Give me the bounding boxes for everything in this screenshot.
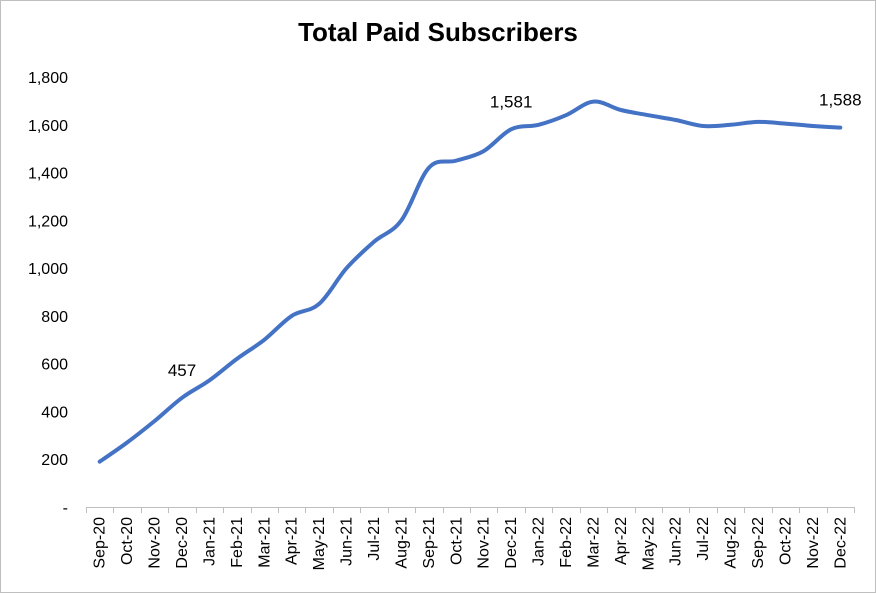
- data-point: [125, 441, 129, 445]
- x-tick-label: Oct-20: [119, 517, 136, 565]
- x-tick-label: Sep-20: [92, 517, 109, 569]
- x-tick-label: Apr-22: [613, 517, 630, 565]
- x-tick-label: Aug-21: [393, 517, 410, 569]
- data-point: [317, 302, 321, 306]
- data-point: [838, 126, 842, 130]
- data-point: [207, 378, 211, 382]
- data-label: 1,588: [819, 91, 862, 110]
- y-tick-label: 200: [41, 452, 68, 469]
- data-point: [180, 396, 184, 400]
- data-point: [399, 218, 403, 222]
- x-tick-label: Oct-21: [448, 517, 465, 565]
- data-point: [153, 419, 157, 423]
- x-tick-label: Dec-21: [503, 517, 520, 569]
- data-point: [262, 338, 266, 342]
- data-point: [427, 166, 431, 170]
- data-point: [646, 113, 650, 117]
- data-point: [564, 113, 568, 117]
- y-tick-label: 1,600: [28, 118, 68, 135]
- data-point: [591, 100, 595, 104]
- data-point: [454, 159, 458, 163]
- y-tick-label: 1,800: [28, 70, 68, 87]
- x-tick-label: Jun-21: [339, 517, 356, 566]
- x-tick-label: Nov-21: [476, 517, 493, 569]
- x-tick-label: Dec-20: [174, 517, 191, 569]
- x-tick-label: Nov-22: [805, 517, 822, 569]
- x-tick-label: Oct-22: [777, 517, 794, 565]
- x-tick-label: Jan-22: [531, 517, 548, 566]
- data-point: [729, 123, 733, 127]
- x-tick-label: Dec-22: [832, 517, 849, 569]
- x-tick-label: Mar-22: [585, 517, 602, 568]
- data-point: [537, 123, 541, 127]
- data-point: [674, 118, 678, 122]
- x-tick-label: Sep-22: [750, 517, 767, 569]
- y-tick-label: 400: [41, 404, 68, 421]
- data-label: 457: [168, 361, 196, 380]
- x-tick-label: Mar-21: [256, 517, 273, 568]
- data-point: [756, 120, 760, 124]
- x-tick-label: Sep-21: [421, 517, 438, 569]
- y-tick-label: 600: [41, 357, 68, 374]
- data-label: 1,581: [490, 92, 533, 111]
- x-tick-label: May-22: [640, 517, 657, 570]
- data-point: [345, 266, 349, 270]
- x-tick-label: Jan-21: [201, 517, 218, 566]
- data-point: [619, 108, 623, 112]
- y-tick-label: 1,200: [28, 213, 68, 230]
- x-tick-label: Feb-21: [229, 517, 246, 568]
- x-tick-label: Apr-21: [284, 517, 301, 565]
- y-tick-label: -: [63, 500, 68, 517]
- data-point: [783, 122, 787, 126]
- data-point: [290, 314, 294, 318]
- data-point: [98, 460, 102, 464]
- x-tick-label: Jul-21: [366, 517, 383, 561]
- data-point: [509, 127, 513, 131]
- y-tick-label: 800: [41, 309, 68, 326]
- x-tick-label: Jul-22: [695, 517, 712, 561]
- data-point: [482, 149, 486, 153]
- x-tick-label: Feb-22: [558, 517, 575, 568]
- data-point: [701, 124, 705, 128]
- chart-title: Total Paid Subscribers: [298, 17, 578, 47]
- y-tick-label: 1,000: [28, 261, 68, 278]
- x-tick-label: May-21: [311, 517, 328, 570]
- data-point: [372, 240, 376, 244]
- x-tick-label: Nov-20: [147, 517, 164, 569]
- y-tick-label: 1,400: [28, 166, 68, 183]
- x-tick-label: Jun-22: [668, 517, 685, 566]
- data-point: [811, 124, 815, 128]
- x-tick-label: Aug-22: [723, 517, 740, 569]
- data-point: [235, 357, 239, 361]
- series-line: [97, 99, 843, 464]
